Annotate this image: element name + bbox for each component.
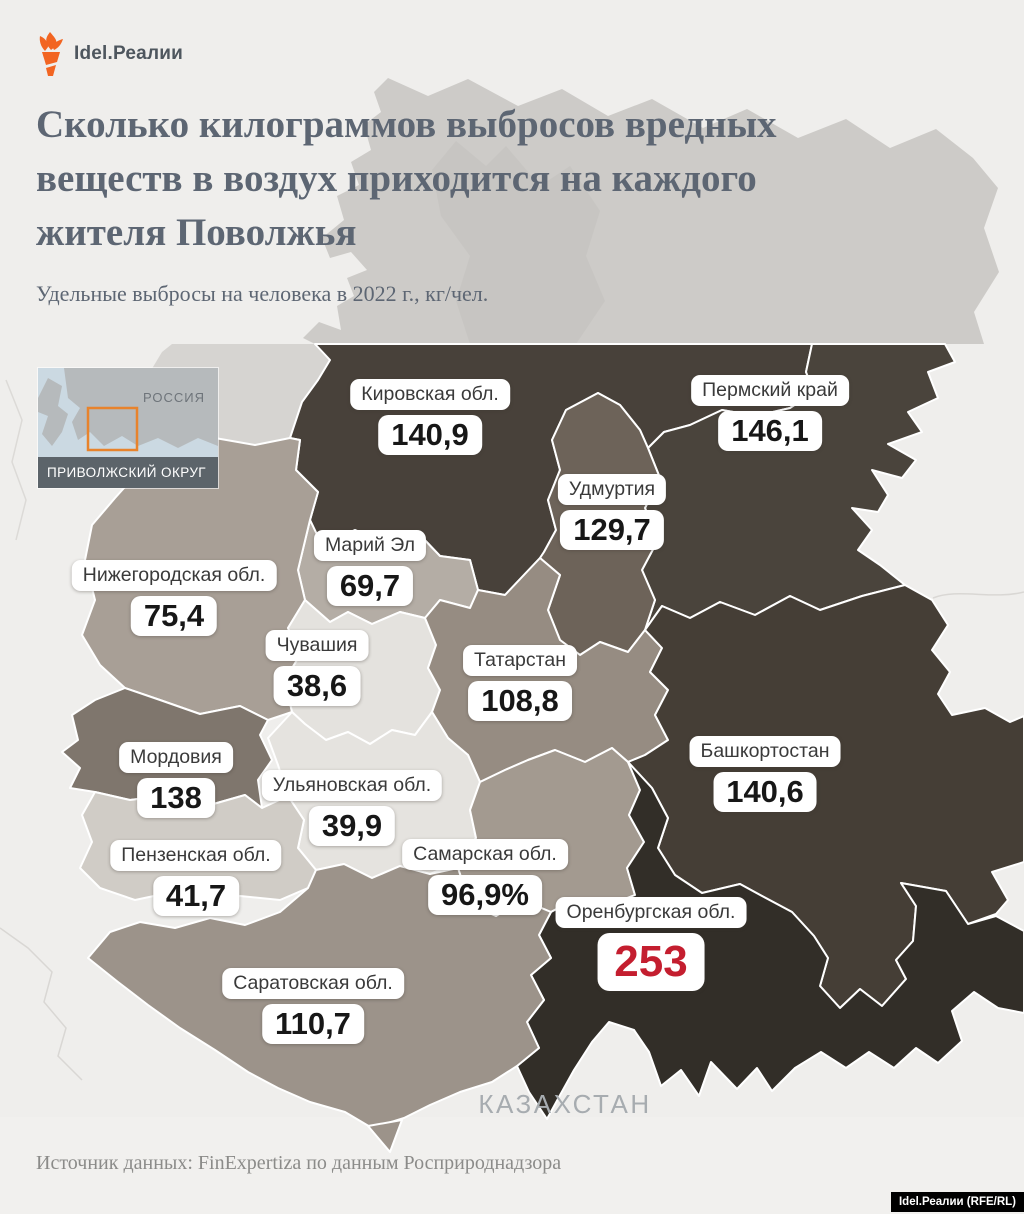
inset-country-label: РОССИЯ xyxy=(142,390,205,405)
region-label-chuvashia: Чувашия 38,6 xyxy=(265,630,369,706)
region-value: 146,1 xyxy=(718,411,822,451)
region-name: Удмуртия xyxy=(557,474,667,505)
title-line: веществ в воздух приходится на каждого xyxy=(36,157,757,200)
region-name: Мордовия xyxy=(119,742,233,773)
region-label-orenburgskaya: Оренбургская обл. 253 xyxy=(555,897,747,991)
bottom-panel xyxy=(0,1117,1024,1214)
region-name: Марий Эл xyxy=(313,530,427,561)
region-label-ulyanovskaya: Ульяновская обл. 39,9 xyxy=(261,770,443,846)
region-value: 110,7 xyxy=(262,1004,364,1044)
region-name: Пензенская обл. xyxy=(110,840,282,871)
page-subtitle: Удельные выбросы на человека в 2022 г., … xyxy=(36,281,489,306)
region-name: Нижегородская обл. xyxy=(71,560,277,591)
title-line: жителя Поволжья xyxy=(36,211,357,254)
region-label-tatarstan: Татарстан 108,8 xyxy=(463,645,577,721)
region-value-highlight: 253 xyxy=(597,933,705,991)
region-value: 39,9 xyxy=(308,806,396,846)
region-name: Ульяновская обл. xyxy=(261,770,443,801)
region-value: 75,4 xyxy=(130,596,218,636)
region-value: 69,7 xyxy=(326,566,414,606)
region-label-kirovskaya: Кировская обл. 140,9 xyxy=(350,379,510,455)
region-name: Пермский край xyxy=(691,375,849,406)
region-label-mari-el: Марий Эл 69,7 xyxy=(313,530,427,606)
region-label-mordovia: Мордовия 138 xyxy=(119,742,233,818)
faint-border-line xyxy=(932,591,1024,599)
region-shape-saratovskaya-tip xyxy=(367,1119,403,1153)
brand-name: Idel.Реалии xyxy=(74,43,183,64)
inset-landmass xyxy=(64,368,218,448)
inset-district-label: ПРИВОЛЖСКИЙ ОКРУГ xyxy=(38,457,218,488)
region-value: 140,9 xyxy=(378,415,482,455)
region-name: Самарская обл. xyxy=(402,839,568,870)
watermark: Idel.Реалии (RFE/RL) xyxy=(890,1192,1024,1212)
region-label-samarskaya: Самарская обл. 96,9% xyxy=(402,839,568,915)
faint-border-line xyxy=(0,927,83,1081)
inset-highlight-rect xyxy=(86,406,139,452)
region-value: 41,7 xyxy=(152,876,240,916)
region-value: 108,8 xyxy=(468,681,572,721)
region-name: Саратовская обл. xyxy=(222,968,404,999)
region-value: 138 xyxy=(137,778,215,818)
region-label-permsky: Пермский край 146,1 xyxy=(691,375,849,451)
inset-locator-map: РОССИЯ ПРИВОЛЖСКИЙ ОКРУГ xyxy=(38,368,218,488)
brand-logo: Idel.Реалии xyxy=(36,32,183,76)
title-line: Сколько килограммов выбросов вредных xyxy=(36,103,777,146)
region-name: Татарстан xyxy=(463,645,577,676)
region-value: 140,6 xyxy=(713,772,817,812)
region-name: Кировская обл. xyxy=(350,379,510,410)
torch-icon xyxy=(39,32,63,76)
region-label-saratovskaya: Саратовская обл. 110,7 xyxy=(222,968,404,1044)
background-silhouette-shade xyxy=(432,141,605,344)
region-name: Оренбургская обл. xyxy=(555,897,747,928)
data-source: Источник данных: FinExpertiza по данным … xyxy=(36,1152,562,1174)
region-label-udmurtia: Удмуртия 129,7 xyxy=(557,474,667,550)
kazakhstan-label: КАЗАХСТАН xyxy=(478,1089,652,1119)
region-value: 96,9% xyxy=(428,875,542,915)
faint-border-line xyxy=(5,379,27,541)
region-value: 38,6 xyxy=(273,666,361,706)
region-name: Чувашия xyxy=(265,630,369,661)
region-label-nizhegorodskaya: Нижегородская обл. 75,4 xyxy=(71,560,277,636)
region-value: 129,7 xyxy=(560,510,664,550)
inset-scandinavia xyxy=(38,378,68,446)
region-label-bashkortostan: Башкортостан 140,6 xyxy=(689,736,841,812)
region-name: Башкортостан xyxy=(689,736,841,767)
page-title: Сколько килограммов выбросов вредных вещ… xyxy=(36,98,976,260)
region-label-penzenskaya: Пензенская обл. 41,7 xyxy=(110,840,282,916)
